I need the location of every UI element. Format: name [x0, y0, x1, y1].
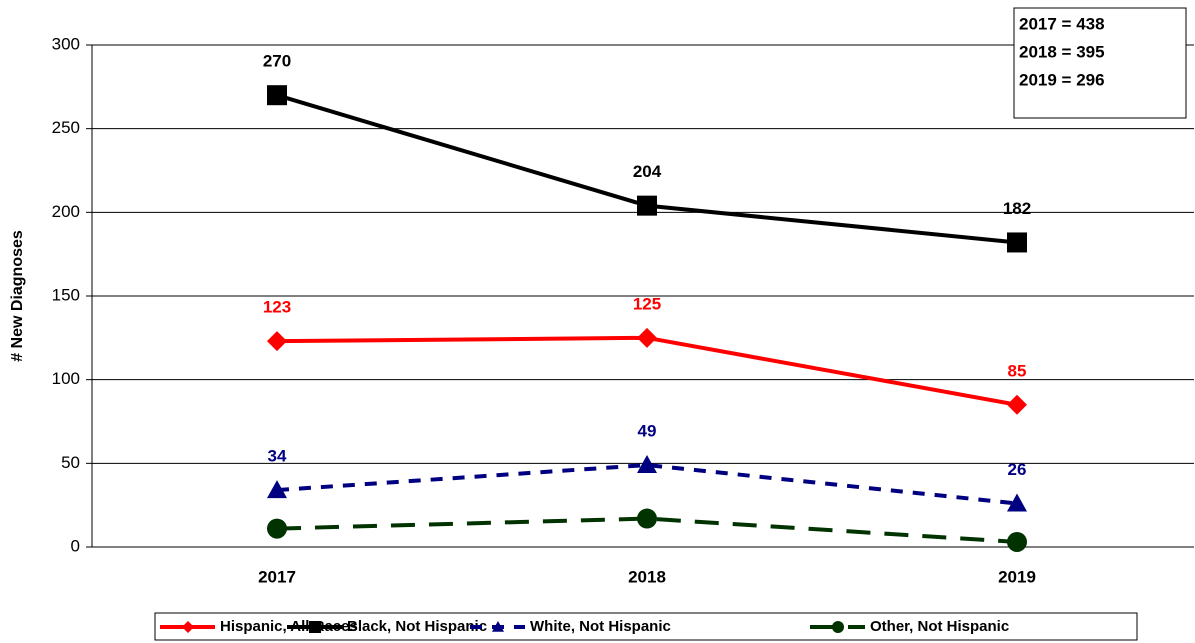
- marker: [267, 85, 287, 106]
- series-line: [276, 462, 1018, 506]
- data-label: 123: [263, 298, 291, 317]
- marker: [267, 331, 287, 352]
- x-tick-label: 2019: [998, 567, 1036, 586]
- legend-label: Black, Not Hispanic: [347, 618, 487, 635]
- legend-label: Other, Not Hispanic: [870, 618, 1009, 635]
- marker: [1007, 531, 1027, 552]
- marker: [637, 327, 657, 348]
- marker: [637, 455, 657, 474]
- annotation-box: [1013, 7, 1187, 119]
- annotation-text: 2018 = 395: [1019, 42, 1105, 61]
- marker: [832, 621, 844, 633]
- y-axis-label: # New Diagnoses: [9, 230, 26, 362]
- annotation-text: 2019 = 296: [1019, 70, 1105, 89]
- series-line: [276, 335, 1018, 407]
- y-tick-label: 50: [61, 453, 80, 472]
- x-tick-label: 2017: [258, 567, 296, 586]
- y-tick-label: 100: [52, 369, 80, 388]
- marker: [492, 621, 504, 632]
- annotation-text: 2017 = 438: [1019, 14, 1105, 33]
- data-label: 204: [633, 162, 662, 181]
- data-label: 85: [1008, 361, 1027, 380]
- x-tick-label: 2018: [628, 567, 666, 586]
- data-label: 49: [638, 421, 657, 440]
- marker: [1007, 232, 1027, 253]
- y-tick-label: 150: [52, 285, 80, 304]
- marker: [267, 518, 287, 539]
- data-label: 125: [633, 294, 661, 313]
- marker: [637, 508, 657, 529]
- marker: [267, 480, 287, 499]
- marker: [309, 621, 321, 633]
- series-line: [276, 516, 1018, 544]
- data-label: 182: [1003, 199, 1031, 218]
- legend-label: White, Not Hispanic: [530, 618, 671, 635]
- y-tick-label: 0: [71, 536, 80, 555]
- data-label: 26: [1008, 460, 1027, 479]
- marker: [637, 195, 657, 216]
- marker: [182, 621, 194, 633]
- data-label: 34: [268, 447, 287, 466]
- marker: [1007, 394, 1027, 415]
- y-tick-label: 250: [52, 118, 80, 137]
- y-tick-label: 300: [52, 34, 80, 53]
- y-tick-label: 200: [52, 202, 80, 221]
- marker: [1007, 493, 1027, 512]
- data-label: 270: [263, 52, 291, 71]
